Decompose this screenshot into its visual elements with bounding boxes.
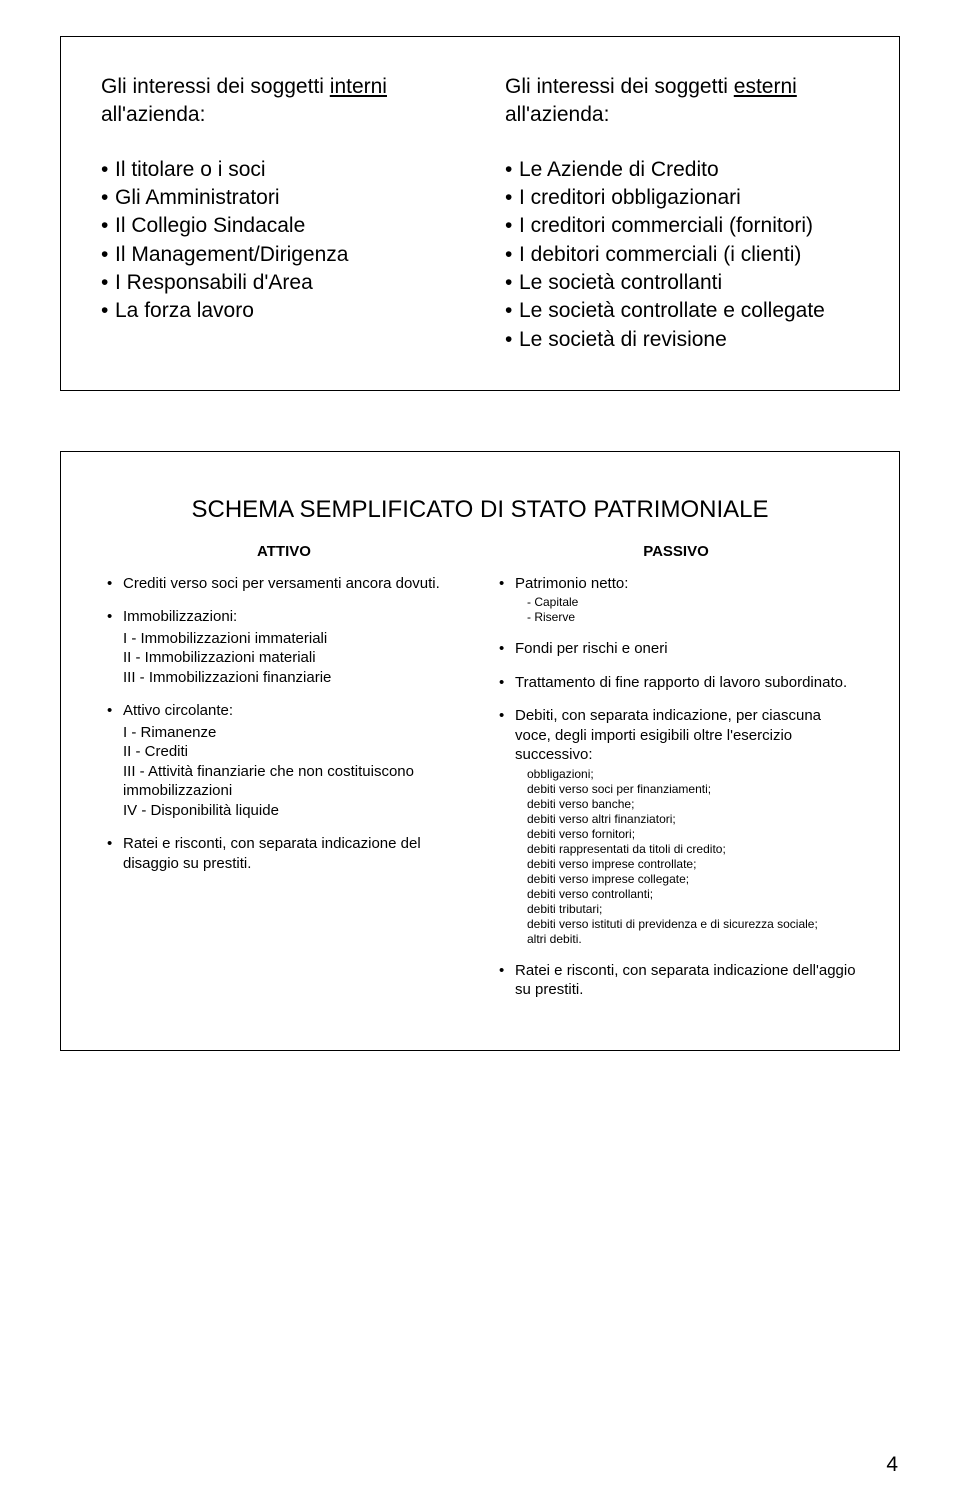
item-text: Crediti verso soci per versamenti ancora…	[123, 575, 440, 592]
attivo-item: Ratei e risconti, con separata indicazio…	[101, 834, 467, 873]
sub-item: debiti verso altri finanziatori;	[527, 812, 859, 827]
slide-interessi: Gli interessi dei soggetti interni all'a…	[60, 36, 900, 391]
heading-pre: Gli interessi dei soggetti	[101, 75, 330, 98]
passivo-item: Debiti, con separata indicazione, per ci…	[493, 706, 859, 947]
sub-item: debiti verso imprese collegate;	[527, 872, 859, 887]
sub-item: III - Attività finanziarie che non costi…	[123, 762, 467, 801]
list-item: Le società di revisione	[505, 326, 859, 354]
heading-underlined: esterni	[734, 75, 797, 98]
list-interni: Il titolare o i soci Gli Amministratori …	[101, 156, 455, 326]
attivo-list: Crediti verso soci per versamenti ancora…	[101, 574, 467, 874]
sub-item: I - Rimanenze	[123, 723, 467, 743]
list-item: I creditori commerciali (fornitori)	[505, 212, 859, 240]
sub-item: II - Crediti	[123, 742, 467, 762]
passivo-item: Trattamento di fine rapporto di lavoro s…	[493, 673, 859, 693]
item-text: Attivo circolante:	[123, 702, 233, 719]
sub-item: debiti verso banche;	[527, 797, 859, 812]
list-item: La forza lavoro	[101, 297, 455, 325]
heading-post: all'azienda:	[101, 103, 205, 126]
sub-item: debiti verso controllanti;	[527, 887, 859, 902]
passivo-item: Fondi per rischi e oneri	[493, 639, 859, 659]
slide2-title: SCHEMA SEMPLIFICATO DI STATO PATRIMONIAL…	[101, 496, 859, 524]
item-text: Trattamento di fine rapporto di lavoro s…	[515, 674, 847, 691]
item-text: Ratei e risconti, con separata indicazio…	[515, 962, 856, 999]
col-esterni: Gli interessi dei soggetti esterni all'a…	[505, 73, 859, 354]
list-item: I debitori commerciali (i clienti)	[505, 241, 859, 269]
slide2-columns: ATTIVO Crediti verso soci per versamenti…	[101, 542, 859, 1014]
sub-item: debiti rappresentati da titoli di credit…	[527, 842, 859, 857]
list-item: Il Collegio Sindacale	[101, 212, 455, 240]
col-passivo: PASSIVO Patrimonio netto: - Capitale - R…	[493, 542, 859, 1014]
col-interni: Gli interessi dei soggetti interni all'a…	[101, 73, 455, 354]
list-item: Le Aziende di Credito	[505, 156, 859, 184]
heading-pre: Gli interessi dei soggetti	[505, 75, 734, 98]
sub-list: I - Rimanenze II - Crediti III - Attivit…	[123, 723, 467, 821]
sub-item: obbligazioni;	[527, 767, 859, 782]
passivo-item: Patrimonio netto: - Capitale - Riserve	[493, 574, 859, 626]
sub-item: debiti tributari;	[527, 902, 859, 917]
sub-item: - Capitale	[527, 595, 859, 610]
list-item: I creditori obbligazionari	[505, 184, 859, 212]
item-text: Ratei e risconti, con separata indicazio…	[123, 835, 421, 872]
sub-list: obbligazioni; debiti verso soci per fina…	[515, 767, 859, 947]
list-item: I Responsabili d'Area	[101, 269, 455, 297]
slide1-columns: Gli interessi dei soggetti interni all'a…	[101, 73, 859, 354]
sub-item: debiti verso soci per finanziamenti;	[527, 782, 859, 797]
list-item: Il titolare o i soci	[101, 156, 455, 184]
sub-list: - Capitale - Riserve	[515, 595, 859, 625]
item-text: Fondi per rischi e oneri	[515, 640, 668, 657]
attivo-header: ATTIVO	[101, 542, 467, 562]
sub-item: III - Immobilizzazioni finanziarie	[123, 668, 467, 688]
list-item: Gli Amministratori	[101, 184, 455, 212]
list-item: Le società controllanti	[505, 269, 859, 297]
heading-post: all'azienda:	[505, 103, 609, 126]
sub-item: - Riserve	[527, 610, 859, 625]
passivo-list: Patrimonio netto: - Capitale - Riserve F…	[493, 574, 859, 1000]
document-page: Gli interessi dei soggetti interni all'a…	[0, 0, 960, 1495]
sub-item: I - Immobilizzazioni immateriali	[123, 629, 467, 649]
list-item: Il Management/Dirigenza	[101, 241, 455, 269]
sub-list: I - Immobilizzazioni immateriali II - Im…	[123, 629, 467, 688]
item-text: Debiti, con separata indicazione, per ci…	[515, 707, 821, 763]
item-text: Immobilizzazioni:	[123, 608, 237, 625]
page-number: 4	[886, 1453, 898, 1477]
heading-underlined: interni	[330, 75, 387, 98]
heading-interni: Gli interessi dei soggetti interni all'a…	[101, 73, 455, 130]
list-esterni: Le Aziende di Credito I creditori obblig…	[505, 156, 859, 354]
sub-item: IV - Disponibilità liquide	[123, 801, 467, 821]
sub-item: debiti verso imprese controllate;	[527, 857, 859, 872]
heading-esterni: Gli interessi dei soggetti esterni all'a…	[505, 73, 859, 130]
sub-item: II - Immobilizzazioni materiali	[123, 648, 467, 668]
passivo-item: Ratei e risconti, con separata indicazio…	[493, 961, 859, 1000]
sub-item: debiti verso fornitori;	[527, 827, 859, 842]
attivo-item: Attivo circolante: I - Rimanenze II - Cr…	[101, 701, 467, 820]
item-text: Patrimonio netto:	[515, 575, 628, 592]
sub-item: altri debiti.	[527, 932, 859, 947]
col-attivo: ATTIVO Crediti verso soci per versamenti…	[101, 542, 467, 1014]
attivo-item: Immobilizzazioni: I - Immobilizzazioni i…	[101, 607, 467, 687]
passivo-header: PASSIVO	[493, 542, 859, 562]
attivo-item: Crediti verso soci per versamenti ancora…	[101, 574, 467, 594]
list-item: Le società controllate e collegate	[505, 297, 859, 325]
slide-stato-patrimoniale: SCHEMA SEMPLIFICATO DI STATO PATRIMONIAL…	[60, 451, 900, 1051]
sub-item: debiti verso istituti di previdenza e di…	[527, 917, 859, 932]
